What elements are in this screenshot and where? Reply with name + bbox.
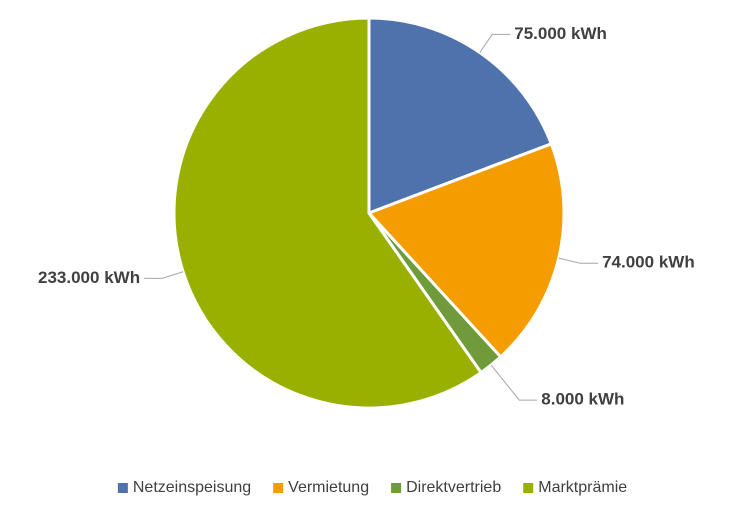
legend-label: Marktprämie xyxy=(538,479,627,496)
legend-label: Vermietung xyxy=(288,479,369,496)
data-label: 75.000 kWh xyxy=(514,24,607,43)
data-label: 74.000 kWh xyxy=(602,253,695,272)
leader-line xyxy=(479,33,511,53)
pie-slice xyxy=(367,16,554,216)
legend: Netzeinspeisung Vermietung Direktvertrieb M… xyxy=(117,479,627,496)
leader-line xyxy=(490,364,538,401)
data-label: 8.000 kWh xyxy=(541,390,624,409)
legend-swatch xyxy=(273,483,284,493)
legend-swatch xyxy=(523,483,534,493)
data-label: 233.000 kWh xyxy=(38,268,140,287)
legend-label: Direktvertrieb xyxy=(406,479,501,496)
legend-swatch xyxy=(117,483,128,493)
leader-line xyxy=(144,271,184,279)
pie-slice xyxy=(366,141,566,359)
leader-line xyxy=(558,257,599,264)
legend-swatch xyxy=(391,483,402,493)
legend-label: Netzeinspeisung xyxy=(133,479,251,496)
pie-slice xyxy=(172,16,484,410)
